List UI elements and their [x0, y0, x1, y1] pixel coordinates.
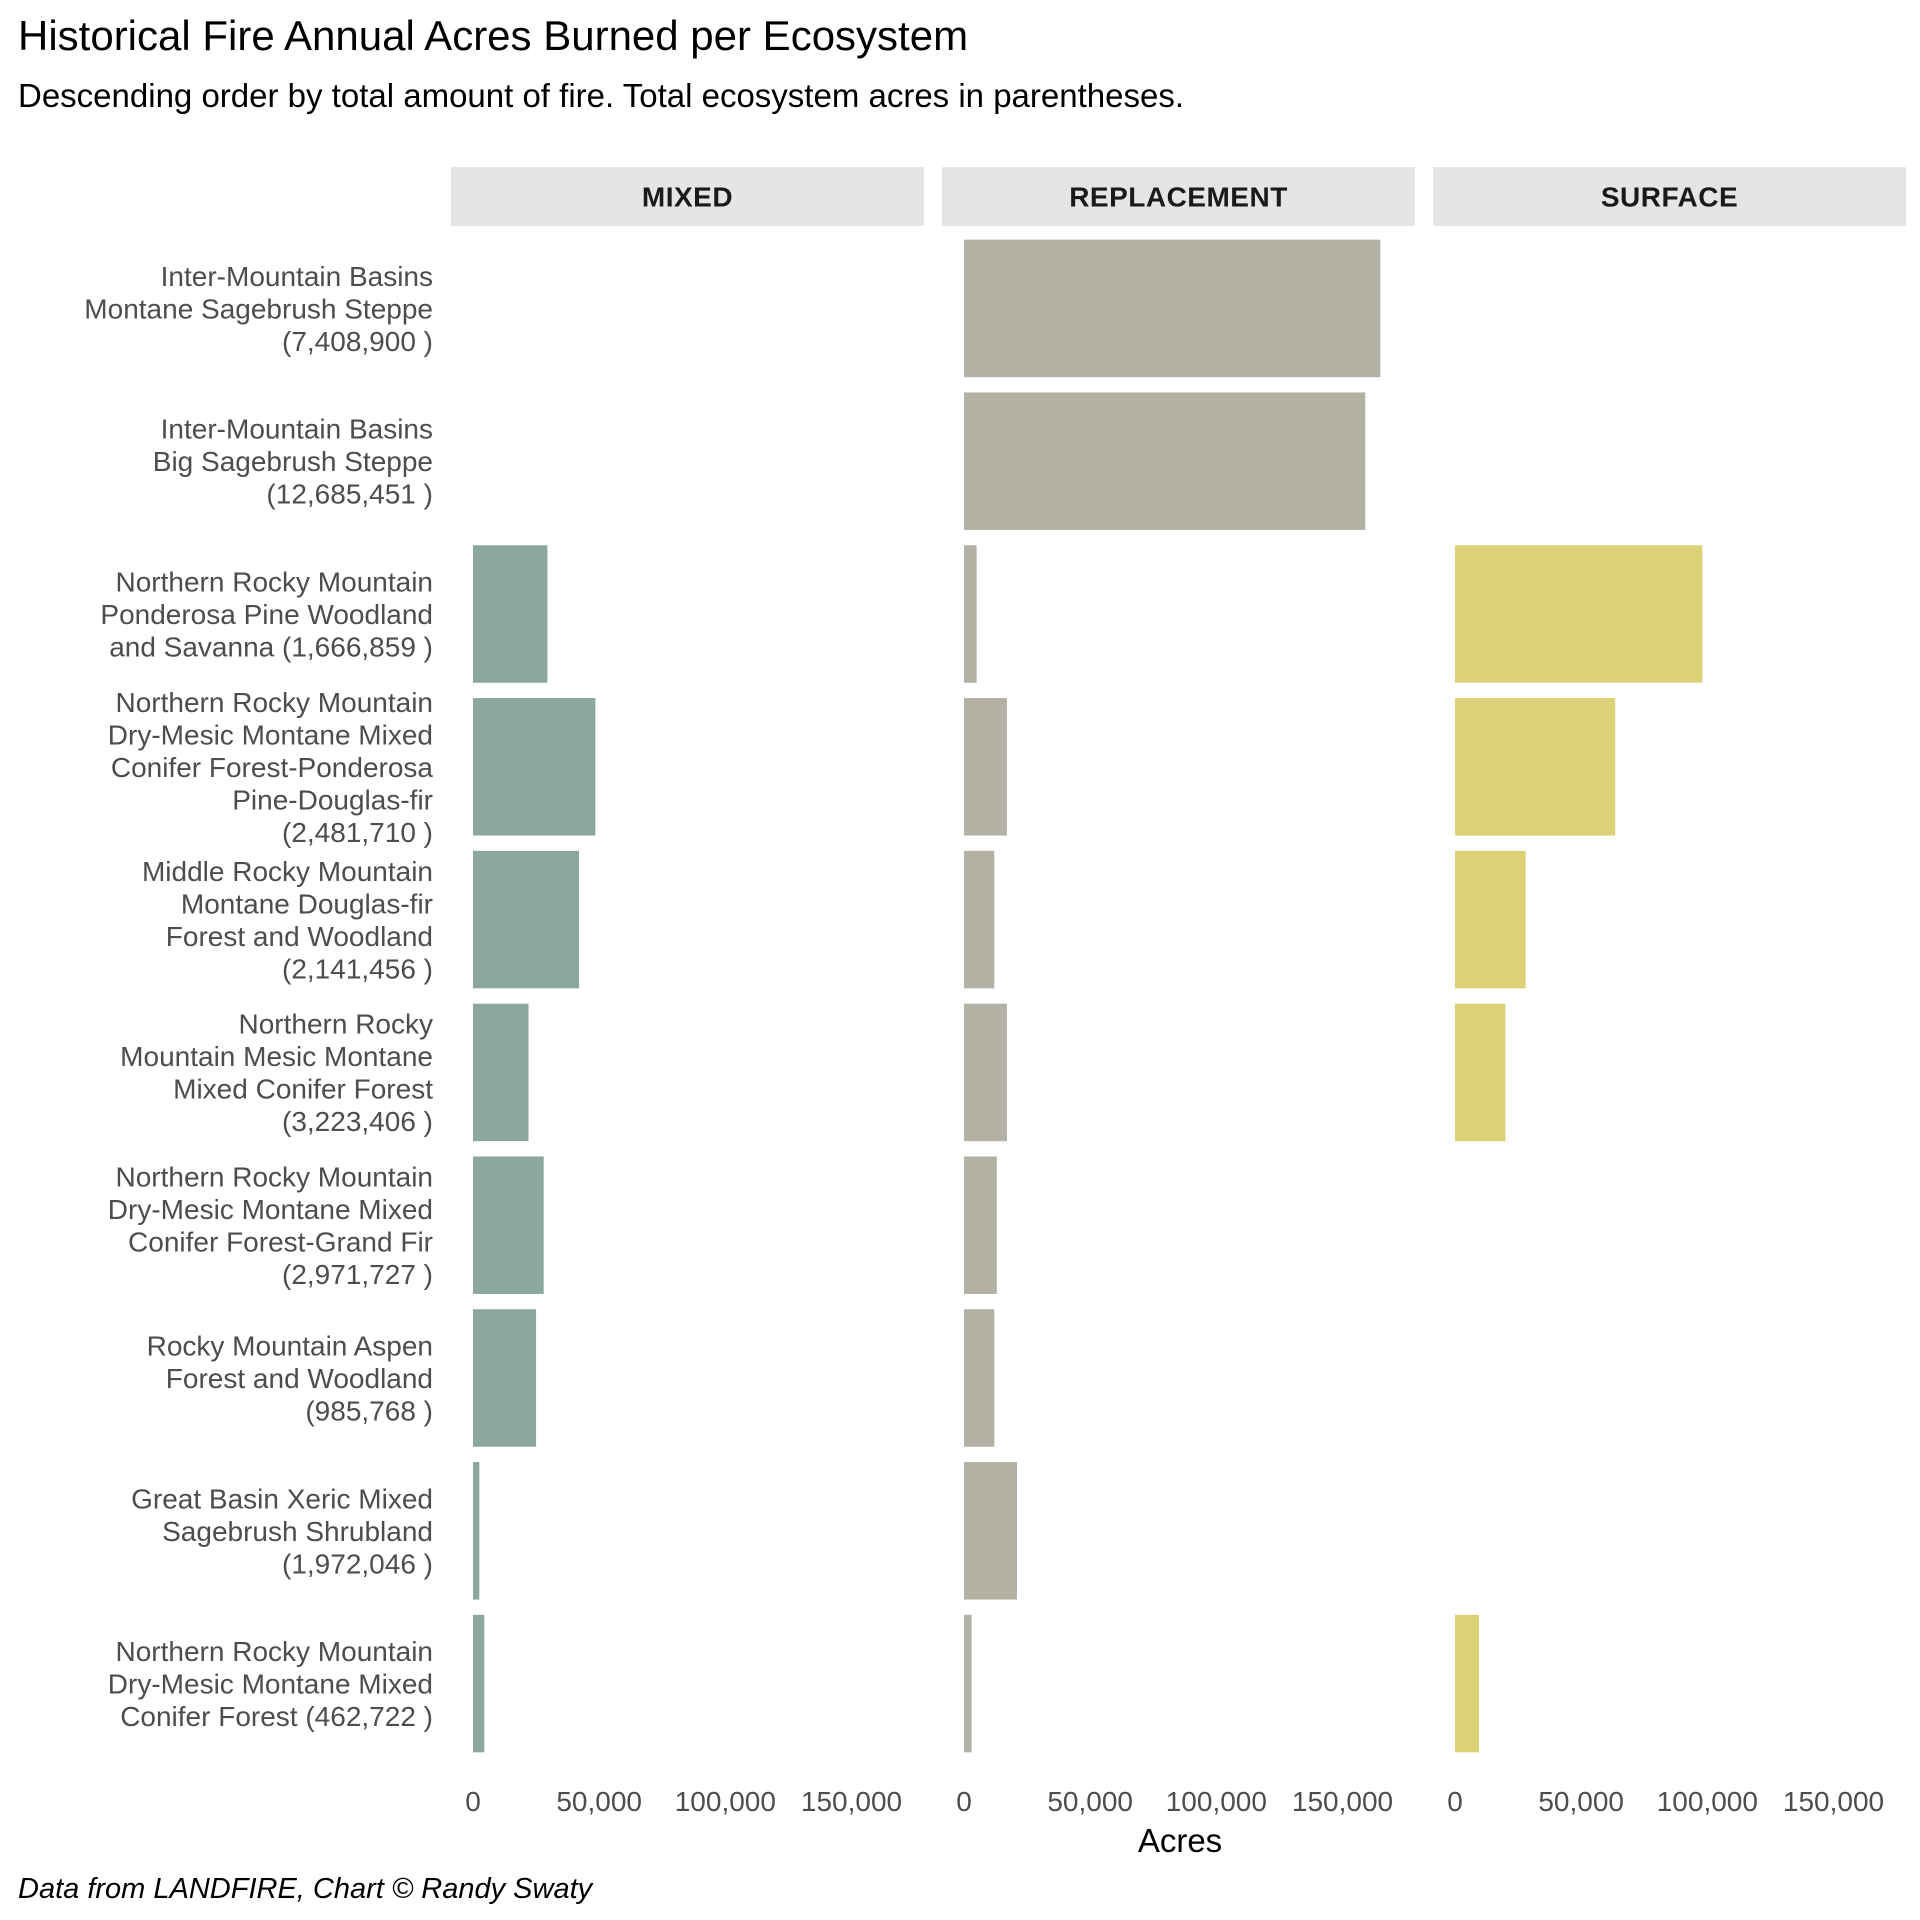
x-tick-label: 50,000: [1538, 1786, 1624, 1817]
bar: [964, 1003, 1007, 1142]
bar: [964, 1614, 972, 1753]
facet-strip-label: SURFACE: [1601, 182, 1738, 213]
bar: [964, 239, 1381, 378]
bar: [473, 545, 548, 683]
facet-strip: [1433, 167, 1906, 226]
bar: [964, 1309, 995, 1447]
x-tick-label: 100,000: [675, 1786, 776, 1817]
category-label: Inter-Mountain Basins Montane Sagebrush S…: [84, 261, 433, 357]
bar: [964, 1462, 1017, 1600]
bar: [473, 698, 596, 836]
category-label: Great Basin Xeric Mixed Sagebrush Shrubla…: [131, 1483, 433, 1579]
category-label: Northern Rocky Mountain Ponderosa Pine Wo…: [100, 567, 433, 663]
facet-panel-replacement: REPLACEMENT 0 50,000 100,000 150,000: [942, 167, 1415, 1817]
x-tick-label: 0: [1447, 1786, 1463, 1817]
category-label: Northern Rocky Mountain Dry-Mesic Montane…: [108, 1161, 433, 1290]
bar: [1455, 1614, 1479, 1753]
bar: [1455, 545, 1703, 683]
bar: [964, 545, 977, 683]
facet-strip: [451, 167, 924, 226]
facet-panel-surface: SURFACE 0 50,000 100,000 150,000: [1433, 167, 1906, 1817]
chart-title: Historical Fire Annual Acres Burned per …: [18, 12, 968, 59]
bar: [964, 698, 1007, 836]
x-tick-label: 150,000: [801, 1786, 902, 1817]
bar: [473, 1309, 537, 1447]
bar: [473, 850, 579, 989]
x-tick-label: 100,000: [1166, 1786, 1267, 1817]
category-label: Middle Rocky Mountain Montane Douglas-fir…: [142, 856, 433, 985]
bar: [473, 1462, 480, 1600]
category-label: Northern Rocky Mountain Mesic Montane Mixe…: [120, 1009, 433, 1138]
bar: [473, 1003, 529, 1142]
chart-caption: Data from LANDFIRE, Chart © Randy Swaty: [18, 1873, 594, 1905]
facet-panel-mixed: MIXED 0 50,000 100,000 150,000: [451, 167, 924, 1817]
bar: [964, 1156, 997, 1294]
category-label: Northern Rocky Mountain Dry-Mesic Montane…: [108, 1636, 433, 1732]
chart-subtitle: Descending order by total amount of fire…: [18, 77, 1184, 114]
facet-strip: [942, 167, 1415, 226]
category-label: Northern Rocky Mountain Dry-Mesic Montane…: [108, 687, 434, 848]
x-tick-label: 150,000: [1783, 1786, 1884, 1817]
bar: [964, 850, 995, 989]
x-tick-label: 50,000: [1047, 1786, 1133, 1817]
bar: [1455, 850, 1526, 989]
bar: [964, 392, 1366, 530]
x-tick-label: 0: [465, 1786, 481, 1817]
category-labels: Inter-Mountain Basins Montane Sagebrush S…: [84, 261, 433, 1732]
facet-strip-label: REPLACEMENT: [1069, 182, 1288, 213]
category-label: Rocky Mountain Aspen Forest and Woodland(…: [147, 1331, 433, 1427]
x-tick-label: 0: [956, 1786, 972, 1817]
bar: [1455, 698, 1616, 836]
bar: [473, 1156, 544, 1294]
x-tick-label: 50,000: [556, 1786, 642, 1817]
x-tick-label: 150,000: [1292, 1786, 1393, 1817]
facet-strip-label: MIXED: [642, 182, 733, 213]
x-tick-label: 100,000: [1657, 1786, 1758, 1817]
x-axis-title: Acres: [1138, 1822, 1222, 1859]
facet-panels: MIXED 0 50,000 100,000 150,000 REPLACEMENT 0 50…: [451, 167, 1906, 1817]
category-label: Inter-Mountain Basins Big Sagebrush Stepp…: [153, 414, 433, 510]
bar: [1455, 1003, 1506, 1142]
bar: [473, 1614, 485, 1753]
